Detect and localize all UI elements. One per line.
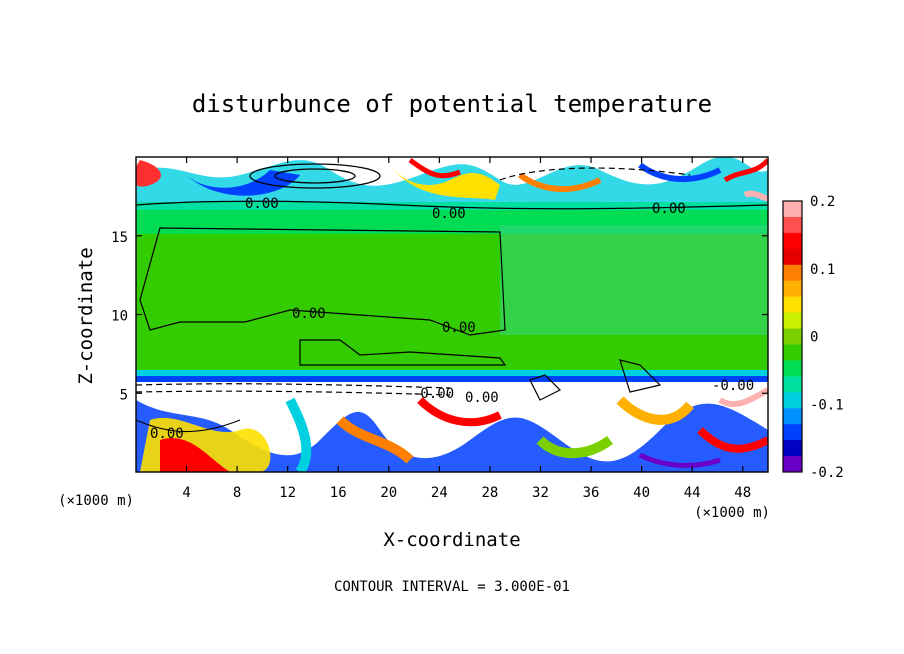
x-unit-left: (×1000 m) <box>58 493 134 509</box>
contour-label: 0.00 <box>652 201 686 217</box>
x-tick-label: 32 <box>532 485 549 501</box>
colorbar-swatch <box>783 376 802 393</box>
x-tick-label: 8 <box>233 485 241 501</box>
colorbar-swatch <box>783 360 802 377</box>
colorbar-swatch <box>783 216 802 234</box>
colorbar-swatch <box>783 232 802 250</box>
x-tick-label: 28 <box>481 485 498 501</box>
y-axis: 5 10 15 <box>111 230 768 403</box>
y-tick-label: 15 <box>111 230 128 246</box>
colorbar-swatch <box>783 312 802 330</box>
colorbar-tick-label: 0.1 <box>810 262 835 278</box>
x-tick-label: 20 <box>380 485 397 501</box>
x-axis-label: X-coordinate <box>383 529 520 551</box>
colorbar-swatch <box>783 424 802 441</box>
contour-label: 0.00 <box>245 196 279 212</box>
colorbar: 0.2 0.1 0 -0.1 -0.2 <box>782 194 844 481</box>
colorbar-swatch <box>783 456 802 473</box>
x-tick-label: 40 <box>633 485 650 501</box>
y-tick-label: 5 <box>120 387 128 403</box>
colorbar-swatch <box>783 440 802 457</box>
footer-note: CONTOUR INTERVAL = 3.000E-01 <box>334 579 570 595</box>
colorbar-swatch <box>783 264 802 282</box>
colorbar-tick-label: -0.2 <box>810 465 844 481</box>
x-tick-label: 12 <box>279 485 296 501</box>
chart-title: disturbunce of potential temperature <box>192 90 712 118</box>
contour-label: 0.00 <box>432 206 466 222</box>
colorbar-tick-label: 0.2 <box>810 194 835 210</box>
x-tick-label: 36 <box>583 485 600 501</box>
colorbar-tick-label: -0.1 <box>810 397 844 413</box>
colorbar-swatch <box>783 408 802 425</box>
x-tick-label: 48 <box>734 485 751 501</box>
contour-label: 0.00 <box>150 426 184 442</box>
x-axis: 4 8 12 16 20 24 28 32 36 40 44 48 <box>182 157 751 501</box>
x-unit-right: (×1000 m) <box>694 505 770 521</box>
colorbar-frame <box>782 200 803 473</box>
plot-area <box>136 157 768 472</box>
y-axis-label: Z-coordinate <box>75 247 97 384</box>
colorbar-tick-label: 0 <box>810 330 818 346</box>
colorbar-swatch <box>783 328 802 345</box>
colorbar-swatch <box>783 392 802 409</box>
contour-labels: 0.00 0.00 0.00 0.00 0.00 0.00 -0.00 0.00… <box>150 196 754 442</box>
y-tick-label: 10 <box>111 309 128 325</box>
contour-label: -0.00 <box>412 386 454 402</box>
contour-label: -0.00 <box>712 378 754 394</box>
colorbar-swatch <box>783 280 802 298</box>
contour-label: 0.00 <box>292 306 326 322</box>
x-tick-label: 16 <box>330 485 347 501</box>
x-tick-label: 4 <box>182 485 190 501</box>
colorbar-swatch <box>783 296 802 314</box>
x-tick-label: 44 <box>684 485 701 501</box>
colorbar-swatch <box>783 248 802 266</box>
x-tick-label: 24 <box>431 485 448 501</box>
colorbar-swatch <box>783 201 802 218</box>
contour-label: 0.00 <box>465 390 499 406</box>
contour-label: 0.00 <box>442 320 476 336</box>
colorbar-swatch <box>783 344 802 361</box>
